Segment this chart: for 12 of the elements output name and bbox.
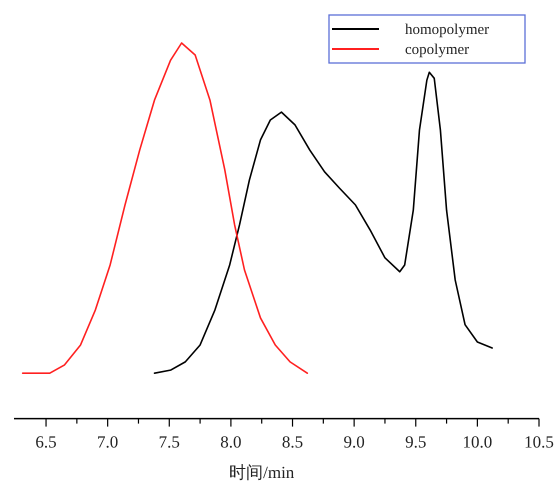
legend-label: homopolymer xyxy=(405,22,490,38)
x-tick-label: 7.5 xyxy=(158,432,180,452)
x-tick-label: 6.5 xyxy=(35,432,57,452)
x-tick-label: 7.0 xyxy=(97,432,118,452)
x-tick-label: 10.5 xyxy=(524,432,554,452)
legend-label: copolymer xyxy=(405,42,470,58)
x-tick-label: 10.0 xyxy=(462,432,492,452)
x-tick-label: 8.5 xyxy=(282,432,304,452)
x-axis-title: 时间/min xyxy=(229,463,295,482)
x-tick-label: 9.5 xyxy=(405,432,426,452)
x-tick-label: 8.0 xyxy=(220,432,242,452)
x-tick-label: 9.0 xyxy=(344,432,365,452)
